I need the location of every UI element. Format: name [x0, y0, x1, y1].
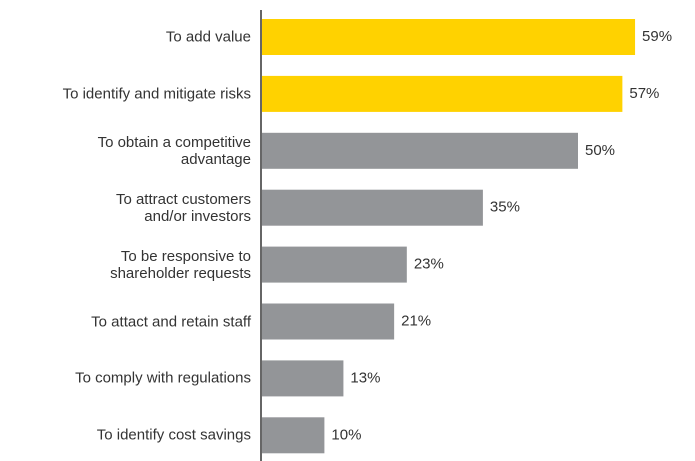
- category-label: To comply with regulations: [75, 369, 251, 387]
- value-label: 10%: [331, 426, 361, 443]
- value-label: 57%: [629, 85, 659, 102]
- bar: [261, 417, 325, 454]
- value-label: 21%: [401, 312, 431, 329]
- value-label: 35%: [490, 199, 520, 216]
- bar: [261, 360, 344, 397]
- category-label: To obtain a competitive advantage: [97, 133, 251, 168]
- bar: [261, 19, 636, 55]
- category-label: To identify cost savings: [96, 426, 251, 444]
- category-label: To identify and mitigate risks: [62, 85, 251, 103]
- category-label: To add value: [165, 28, 251, 46]
- category-label: To attract customers and/or investors: [115, 190, 251, 225]
- value-label: 23%: [414, 256, 444, 273]
- bar: [261, 132, 578, 169]
- bar: [261, 246, 407, 283]
- value-label: 59%: [642, 28, 672, 45]
- bar: [261, 303, 395, 340]
- value-label: 50%: [585, 142, 615, 159]
- bar: [261, 189, 483, 226]
- bar: [261, 75, 623, 112]
- value-label: 13%: [350, 369, 380, 386]
- category-label: To attact and retain staff: [91, 313, 251, 330]
- category-label: To be responsive to shareholder requests: [110, 247, 251, 282]
